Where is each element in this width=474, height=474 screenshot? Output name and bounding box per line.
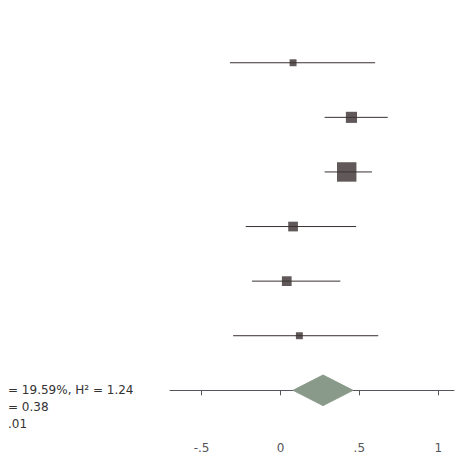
svg-text:1: 1	[434, 441, 442, 455]
svg-text:= 0.38: = 0.38	[8, 400, 49, 414]
svg-text:0: 0	[277, 441, 285, 455]
svg-text:= 19.59%, H² = 1.24: = 19.59%, H² = 1.24	[8, 383, 134, 397]
svg-text:.5: .5	[354, 441, 365, 455]
svg-text:.01: .01	[8, 417, 27, 431]
svg-text:-.5: -.5	[194, 441, 210, 455]
